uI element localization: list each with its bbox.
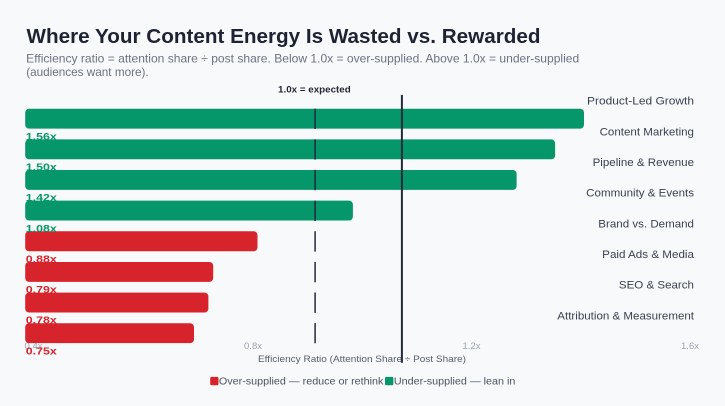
svg-text:Community & Events: Community & Events [586,188,694,200]
svg-text:1.6x: 1.6x [681,341,699,352]
svg-text:1.42x: 1.42x [26,193,58,204]
svg-text:1.2x: 1.2x [463,341,481,352]
svg-text:SEO & Search: SEO & Search [619,280,694,292]
svg-text:1.56x: 1.56x [26,132,58,143]
svg-text:0.78x: 0.78x [26,316,58,327]
svg-text:Over-supplied — reduce or reth: Over-supplied — reduce or rethink [219,376,385,387]
svg-text:0.75x: 0.75x [26,347,58,358]
svg-text:Content Marketing: Content Marketing [600,126,694,138]
svg-text:(audiences want more).: (audiences want more). [26,65,149,79]
svg-text:0.79x: 0.79x [26,285,58,296]
svg-text:Under-supplied — lean in: Under-supplied — lean in [394,376,516,387]
svg-text:0.88x: 0.88x [26,254,58,265]
svg-text:Attribution & Measurement: Attribution & Measurement [557,310,694,322]
svg-text:Efficiency Ratio (Attention Sh: Efficiency Ratio (Attention Share ÷ Post… [258,354,466,365]
svg-text:Brand vs. Demand: Brand vs. Demand [598,218,694,230]
svg-text:1.0x = expected: 1.0x = expected [278,84,351,95]
svg-text:1.08x: 1.08x [26,224,58,235]
svg-text:Where Your Content Energy Is W: Where Your Content Energy Is Wasted vs. … [27,26,541,48]
svg-text:Product-Led Growth: Product-Led Growth [587,96,694,108]
svg-text:Paid Ads & Media: Paid Ads & Media [602,249,695,261]
svg-text:1.50x: 1.50x [26,162,58,173]
svg-text:0.8x: 0.8x [244,341,262,352]
svg-text:Pipeline & Revenue: Pipeline & Revenue [593,157,694,169]
svg-text:Efficiency ratio = attention s: Efficiency ratio = attention share ÷ pos… [26,52,579,66]
svg-text:0.4x: 0.4x [25,341,43,352]
